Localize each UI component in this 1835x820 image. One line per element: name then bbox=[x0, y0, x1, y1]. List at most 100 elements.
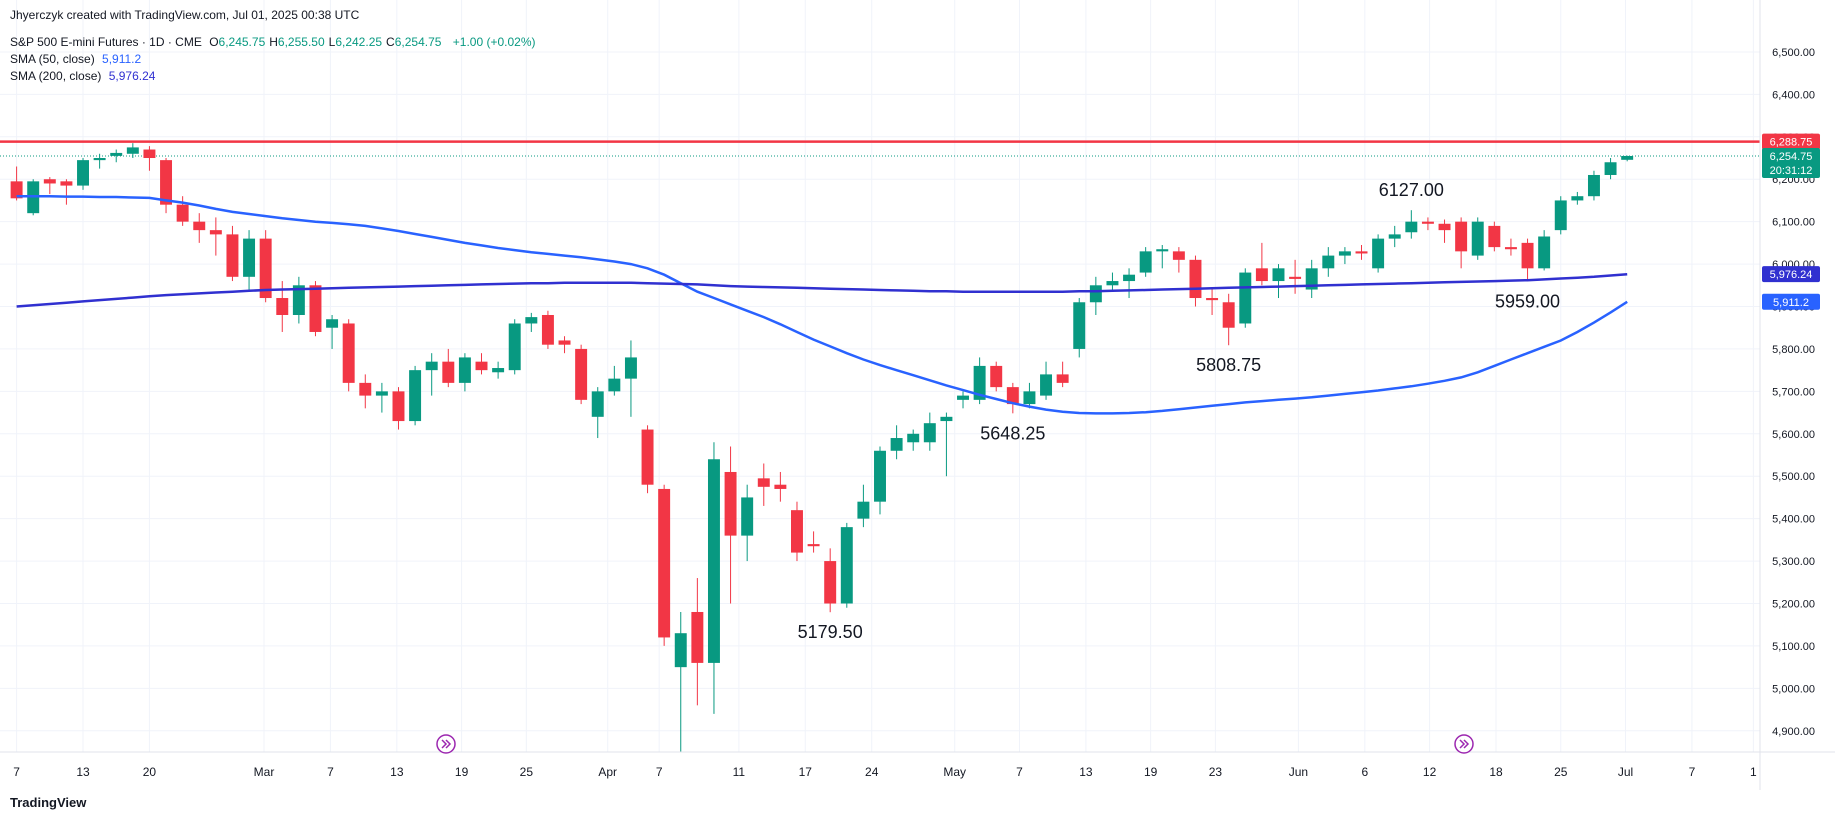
candle-body bbox=[1488, 225, 1501, 248]
sma-tag: 5,976.24 bbox=[1770, 269, 1813, 281]
ohlc-key: C bbox=[386, 35, 395, 49]
sma-name: SMA (200, close) bbox=[10, 69, 102, 83]
candle-body bbox=[160, 160, 173, 205]
plot-area: 6127.00 5959.00 5808.75 5648.25 5179.50 bbox=[0, 140, 1760, 752]
x-tick-label: 19 bbox=[455, 765, 469, 779]
candle-body bbox=[10, 181, 23, 199]
candle-body bbox=[824, 561, 837, 604]
sma-line bbox=[16, 272, 1628, 308]
candle-body bbox=[375, 391, 388, 396]
candle-body bbox=[292, 285, 305, 315]
candle-body bbox=[1040, 374, 1053, 396]
x-tick-label: 17 bbox=[799, 765, 813, 779]
x-tick-label: 18 bbox=[1489, 765, 1503, 779]
x-tick-label: 20 bbox=[143, 765, 157, 779]
candle-body bbox=[1073, 302, 1086, 349]
candle-body bbox=[1355, 251, 1368, 254]
symbol-legend: S&P 500 E-mini Futures · 1D · CME O6,245… bbox=[10, 35, 540, 49]
candle-body bbox=[840, 527, 853, 604]
candle-body bbox=[243, 238, 256, 277]
y-tick-label: 6,500.00 bbox=[1772, 47, 1815, 59]
symbol: S&P 500 E-mini Futures · 1D · CME bbox=[10, 35, 202, 49]
event-icon[interactable] bbox=[1454, 734, 1474, 754]
y-tick-label: 5,200.00 bbox=[1772, 599, 1815, 611]
x-tick-label: 25 bbox=[1554, 765, 1568, 779]
candle-body bbox=[1571, 196, 1584, 201]
chart: 6127.00 5959.00 5808.75 5648.25 5179.50 4,90… bbox=[0, 0, 1835, 790]
candle-body bbox=[60, 181, 73, 186]
sma-name: SMA (50, close) bbox=[10, 52, 95, 66]
candle-body bbox=[1587, 174, 1600, 197]
x-tick-label: 7 bbox=[1016, 765, 1023, 779]
candle-body bbox=[1538, 236, 1551, 269]
ohlc: O6,245.75 H6,255.50 L6,242.25 C6,254.75 bbox=[209, 35, 445, 49]
candle-body bbox=[541, 314, 554, 345]
candle-body bbox=[624, 357, 637, 379]
x-tick-label: 25 bbox=[520, 765, 534, 779]
y-tick-label: 6,100.00 bbox=[1772, 217, 1815, 229]
y-tick-label: 5,000.00 bbox=[1772, 683, 1815, 695]
x-tick-label: 12 bbox=[1423, 765, 1437, 779]
candle-body bbox=[110, 152, 123, 156]
ohlc-key: L bbox=[328, 35, 336, 49]
x-tick-label: 1 bbox=[1750, 765, 1757, 779]
candle-body bbox=[276, 298, 289, 315]
candle-body bbox=[658, 488, 671, 638]
candle-body bbox=[525, 317, 538, 324]
candle-body bbox=[1421, 221, 1434, 224]
candle-body bbox=[1272, 268, 1285, 282]
ohlc-value: 6,245.75 bbox=[218, 35, 266, 49]
candle-body bbox=[1023, 391, 1036, 405]
candle-body bbox=[425, 361, 438, 371]
x-tick-label: Jul bbox=[1618, 765, 1633, 779]
candle-body bbox=[1338, 251, 1351, 256]
brand: TradingView bbox=[10, 795, 87, 810]
candle-body bbox=[691, 611, 704, 663]
candle-body bbox=[126, 147, 139, 154]
candle-body bbox=[1172, 251, 1185, 260]
x-tick-label: 13 bbox=[76, 765, 90, 779]
y-tick-label: 5,500.00 bbox=[1772, 471, 1815, 483]
candle-body bbox=[326, 319, 339, 328]
candle-body bbox=[907, 433, 920, 443]
candle-body bbox=[791, 510, 803, 553]
candle-body bbox=[1405, 221, 1418, 233]
candle-body bbox=[442, 361, 455, 383]
candle-body bbox=[1123, 274, 1136, 282]
annotation: 5959.00 bbox=[1495, 291, 1560, 311]
candle-body bbox=[957, 395, 969, 400]
level-tag: 6,288.75 bbox=[1770, 137, 1813, 149]
candle-body bbox=[973, 365, 986, 400]
candle-body bbox=[1255, 268, 1268, 282]
candle-body bbox=[1305, 268, 1318, 290]
candle-body bbox=[1372, 238, 1385, 269]
candle-body bbox=[1438, 223, 1451, 231]
candle-body bbox=[940, 416, 953, 422]
x-tick-label: 13 bbox=[390, 765, 404, 779]
candle-body bbox=[1189, 259, 1202, 299]
sma-tag-bg bbox=[1762, 266, 1820, 283]
candle-body bbox=[1206, 298, 1219, 301]
annotation: 6127.00 bbox=[1379, 180, 1444, 200]
y-tick-label: 5,600.00 bbox=[1772, 429, 1815, 441]
y-tick-label: 5,700.00 bbox=[1772, 386, 1815, 398]
candle-body bbox=[757, 478, 770, 487]
candle-body bbox=[1521, 242, 1534, 269]
x-tick-label: May bbox=[943, 765, 966, 779]
ohlc-value: 6,255.50 bbox=[277, 35, 325, 49]
candle-body bbox=[923, 423, 936, 443]
ohlc-value: 6,242.25 bbox=[335, 35, 383, 49]
y-tick-label: 4,900.00 bbox=[1772, 726, 1815, 738]
candle-body bbox=[342, 323, 355, 383]
candle-body bbox=[309, 285, 322, 332]
x-tick-label: 24 bbox=[865, 765, 879, 779]
annotation: 5808.75 bbox=[1196, 355, 1261, 375]
sma-line bbox=[16, 194, 1628, 415]
candle-body bbox=[93, 158, 106, 161]
candle-body bbox=[1006, 387, 1019, 405]
candle-body bbox=[990, 365, 1003, 388]
event-icon[interactable] bbox=[436, 734, 456, 754]
x-tick-label: Jun bbox=[1289, 765, 1308, 779]
x-tick-label: 7 bbox=[327, 765, 334, 779]
